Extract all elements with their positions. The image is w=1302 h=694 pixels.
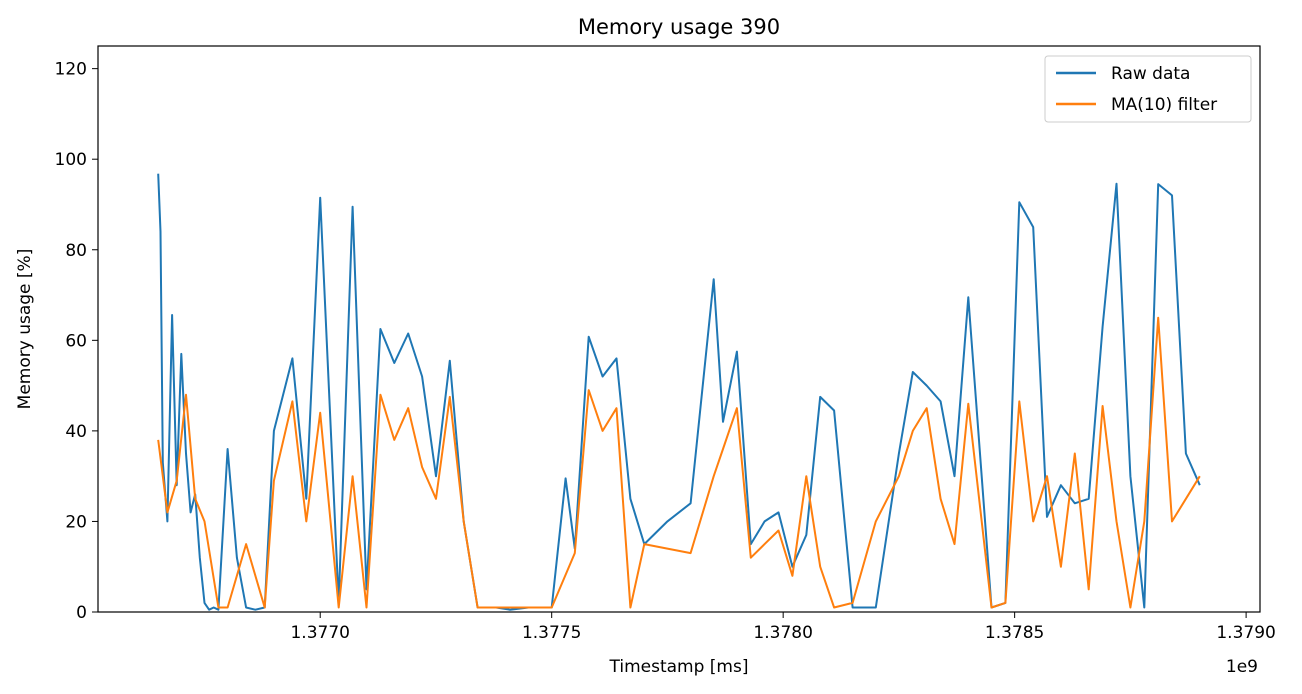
series-line-0 — [157, 173, 1201, 611]
legend-box — [1044, 55, 1252, 123]
axes-frame — [97, 45, 1261, 613]
legend-label-raw-data: Raw data — [1111, 64, 1190, 84]
x-tick-label: 1.3770 — [290, 623, 349, 643]
legend-label-ma-filter: MA(10) filter — [1111, 95, 1217, 115]
chart-title: Memory usage 390 — [578, 15, 780, 39]
y-tick-label: 100 — [55, 150, 87, 170]
y-tick-label: 60 — [65, 331, 87, 351]
y-tick-label: 120 — [55, 60, 87, 80]
x-tick-label: 1.3780 — [753, 623, 812, 643]
y-tick-label: 0 — [76, 603, 87, 623]
plot-layer — [157, 173, 1201, 611]
x-axis-offset-label: 1e9 — [1226, 657, 1258, 677]
x-tick-label: 1.3775 — [522, 623, 581, 643]
x-tick-label: 1.3785 — [985, 623, 1044, 643]
x-tick-label: 1.3790 — [1216, 623, 1275, 643]
y-tick-label: 40 — [65, 422, 87, 442]
y-tick-label: 80 — [65, 241, 87, 261]
legend: Raw data MA(10) filter — [1044, 55, 1252, 123]
y-tick-label: 20 — [65, 512, 87, 532]
y-axis-label: Memory usage [%] — [15, 249, 35, 410]
tick-layer: 1.3770 1.3775 1.3780 1.3785 1.3790 0 20 40 60 80 1… — [55, 60, 1276, 643]
series-line-1 — [157, 316, 1201, 609]
x-axis-label: Timestamp [ms] — [609, 657, 749, 677]
